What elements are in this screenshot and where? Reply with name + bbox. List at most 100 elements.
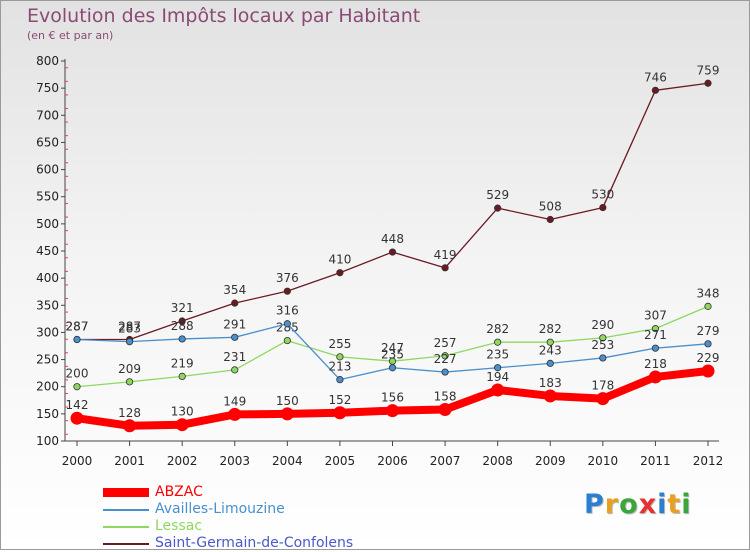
data-point	[175, 418, 189, 432]
data-point	[704, 79, 712, 87]
data-point	[333, 406, 347, 420]
data-label: 149	[223, 394, 246, 408]
proxiti-logo: Proxiti	[584, 489, 692, 520]
data-point	[494, 338, 502, 346]
x-tick-label: 2004	[272, 454, 303, 468]
legend-item-saint-germain: Saint-Germain-de-Confolens	[103, 535, 423, 552]
data-point	[543, 389, 557, 403]
legend-label-abzac: ABZAC	[155, 484, 203, 500]
data-point	[441, 352, 449, 360]
data-label: 287	[118, 319, 141, 333]
data-label: 231	[223, 350, 246, 364]
data-label: 508	[539, 200, 562, 214]
y-tick-label: 700	[36, 108, 59, 122]
data-label: 235	[486, 348, 509, 362]
y-tick-label: 800	[36, 54, 59, 68]
x-tick-label: 2005	[325, 454, 356, 468]
data-point	[73, 335, 81, 344]
data-label: 257	[434, 336, 457, 350]
data-point	[599, 203, 607, 212]
data-label: 247	[381, 341, 404, 355]
data-label: 448	[381, 232, 404, 246]
data-point	[596, 392, 610, 406]
x-tick-label: 2006	[377, 454, 408, 468]
data-label: 419	[434, 248, 457, 262]
y-tick-label: 350	[36, 298, 59, 312]
data-label: 282	[539, 322, 562, 336]
y-tick-label: 750	[36, 81, 59, 95]
data-point	[283, 336, 291, 345]
legend-label-saint-germain: Saint-Germain-de-Confolens	[155, 535, 354, 551]
x-tick-label: 2012	[693, 454, 724, 468]
data-label: 158	[434, 390, 457, 404]
data-point	[336, 269, 344, 277]
data-label: 152	[328, 393, 351, 407]
logo-letter: t	[667, 489, 682, 520]
data-label: 746	[644, 70, 667, 84]
data-label: 290	[591, 318, 614, 332]
data-point	[336, 353, 344, 361]
data-label: 253	[591, 338, 614, 352]
data-point	[178, 317, 186, 325]
data-label: 291	[223, 317, 246, 331]
legend-label-lessac: Lessac	[155, 518, 203, 534]
data-point	[494, 364, 502, 372]
data-point	[701, 364, 715, 378]
data-label: 209	[118, 362, 141, 376]
data-point	[388, 364, 397, 372]
data-label: 354	[223, 283, 246, 297]
data-label: 178	[591, 379, 614, 393]
data-label: 285	[276, 321, 299, 335]
data-label: 316	[276, 304, 299, 318]
data-label: 200	[66, 367, 89, 381]
data-point	[648, 370, 662, 384]
y-tick-label: 600	[36, 163, 59, 177]
data-point	[441, 368, 449, 376]
chart-title: Evolution des Impôts locaux par Habitant	[27, 5, 421, 27]
data-point	[494, 204, 502, 212]
x-tick-label: 2009	[535, 454, 566, 468]
data-point	[546, 338, 554, 346]
x-tick-label: 2007	[430, 454, 461, 468]
legend-item-availles: Availles-Limouzine	[103, 501, 423, 518]
logo-letter: x	[638, 489, 658, 520]
legend-swatch-availles	[103, 509, 149, 511]
data-label: 255	[328, 337, 351, 351]
data-label: 219	[171, 356, 194, 370]
data-point	[231, 366, 239, 374]
x-tick-label: 2008	[482, 454, 513, 468]
y-tick-label: 550	[36, 190, 59, 204]
data-label: 321	[171, 301, 194, 315]
data-label: 194	[486, 370, 509, 384]
data-point	[438, 403, 452, 417]
data-point	[283, 320, 291, 328]
data-point	[123, 419, 137, 433]
data-point	[178, 372, 186, 380]
x-tick-label: 2001	[114, 454, 145, 468]
legend-swatch-saint-germain	[103, 543, 149, 545]
logo-letter: r	[604, 489, 620, 520]
legend: ABZAC Availles-Limouzine Lessac Saint-Ge…	[103, 484, 423, 552]
data-label: 213	[328, 360, 351, 374]
logo-letter: o	[619, 489, 639, 520]
y-tick-label: 400	[36, 271, 59, 285]
data-point	[228, 407, 242, 421]
x-tick-label: 2002	[167, 454, 198, 468]
data-label: 243	[539, 343, 562, 357]
data-label: 183	[539, 376, 562, 390]
logo-letter: i	[681, 489, 692, 520]
y-tick-label: 150	[36, 407, 59, 421]
data-label: 279	[697, 324, 720, 338]
logo-letter: P	[584, 489, 605, 520]
data-point	[73, 383, 81, 391]
data-label: 288	[171, 319, 194, 333]
data-label: 142	[66, 398, 89, 412]
data-label: 218	[644, 357, 667, 371]
x-tick-label: 2000	[62, 454, 93, 468]
data-point	[441, 264, 449, 272]
data-point	[70, 411, 84, 425]
data-point	[283, 287, 291, 295]
data-point	[125, 378, 134, 386]
data-point	[231, 333, 239, 341]
